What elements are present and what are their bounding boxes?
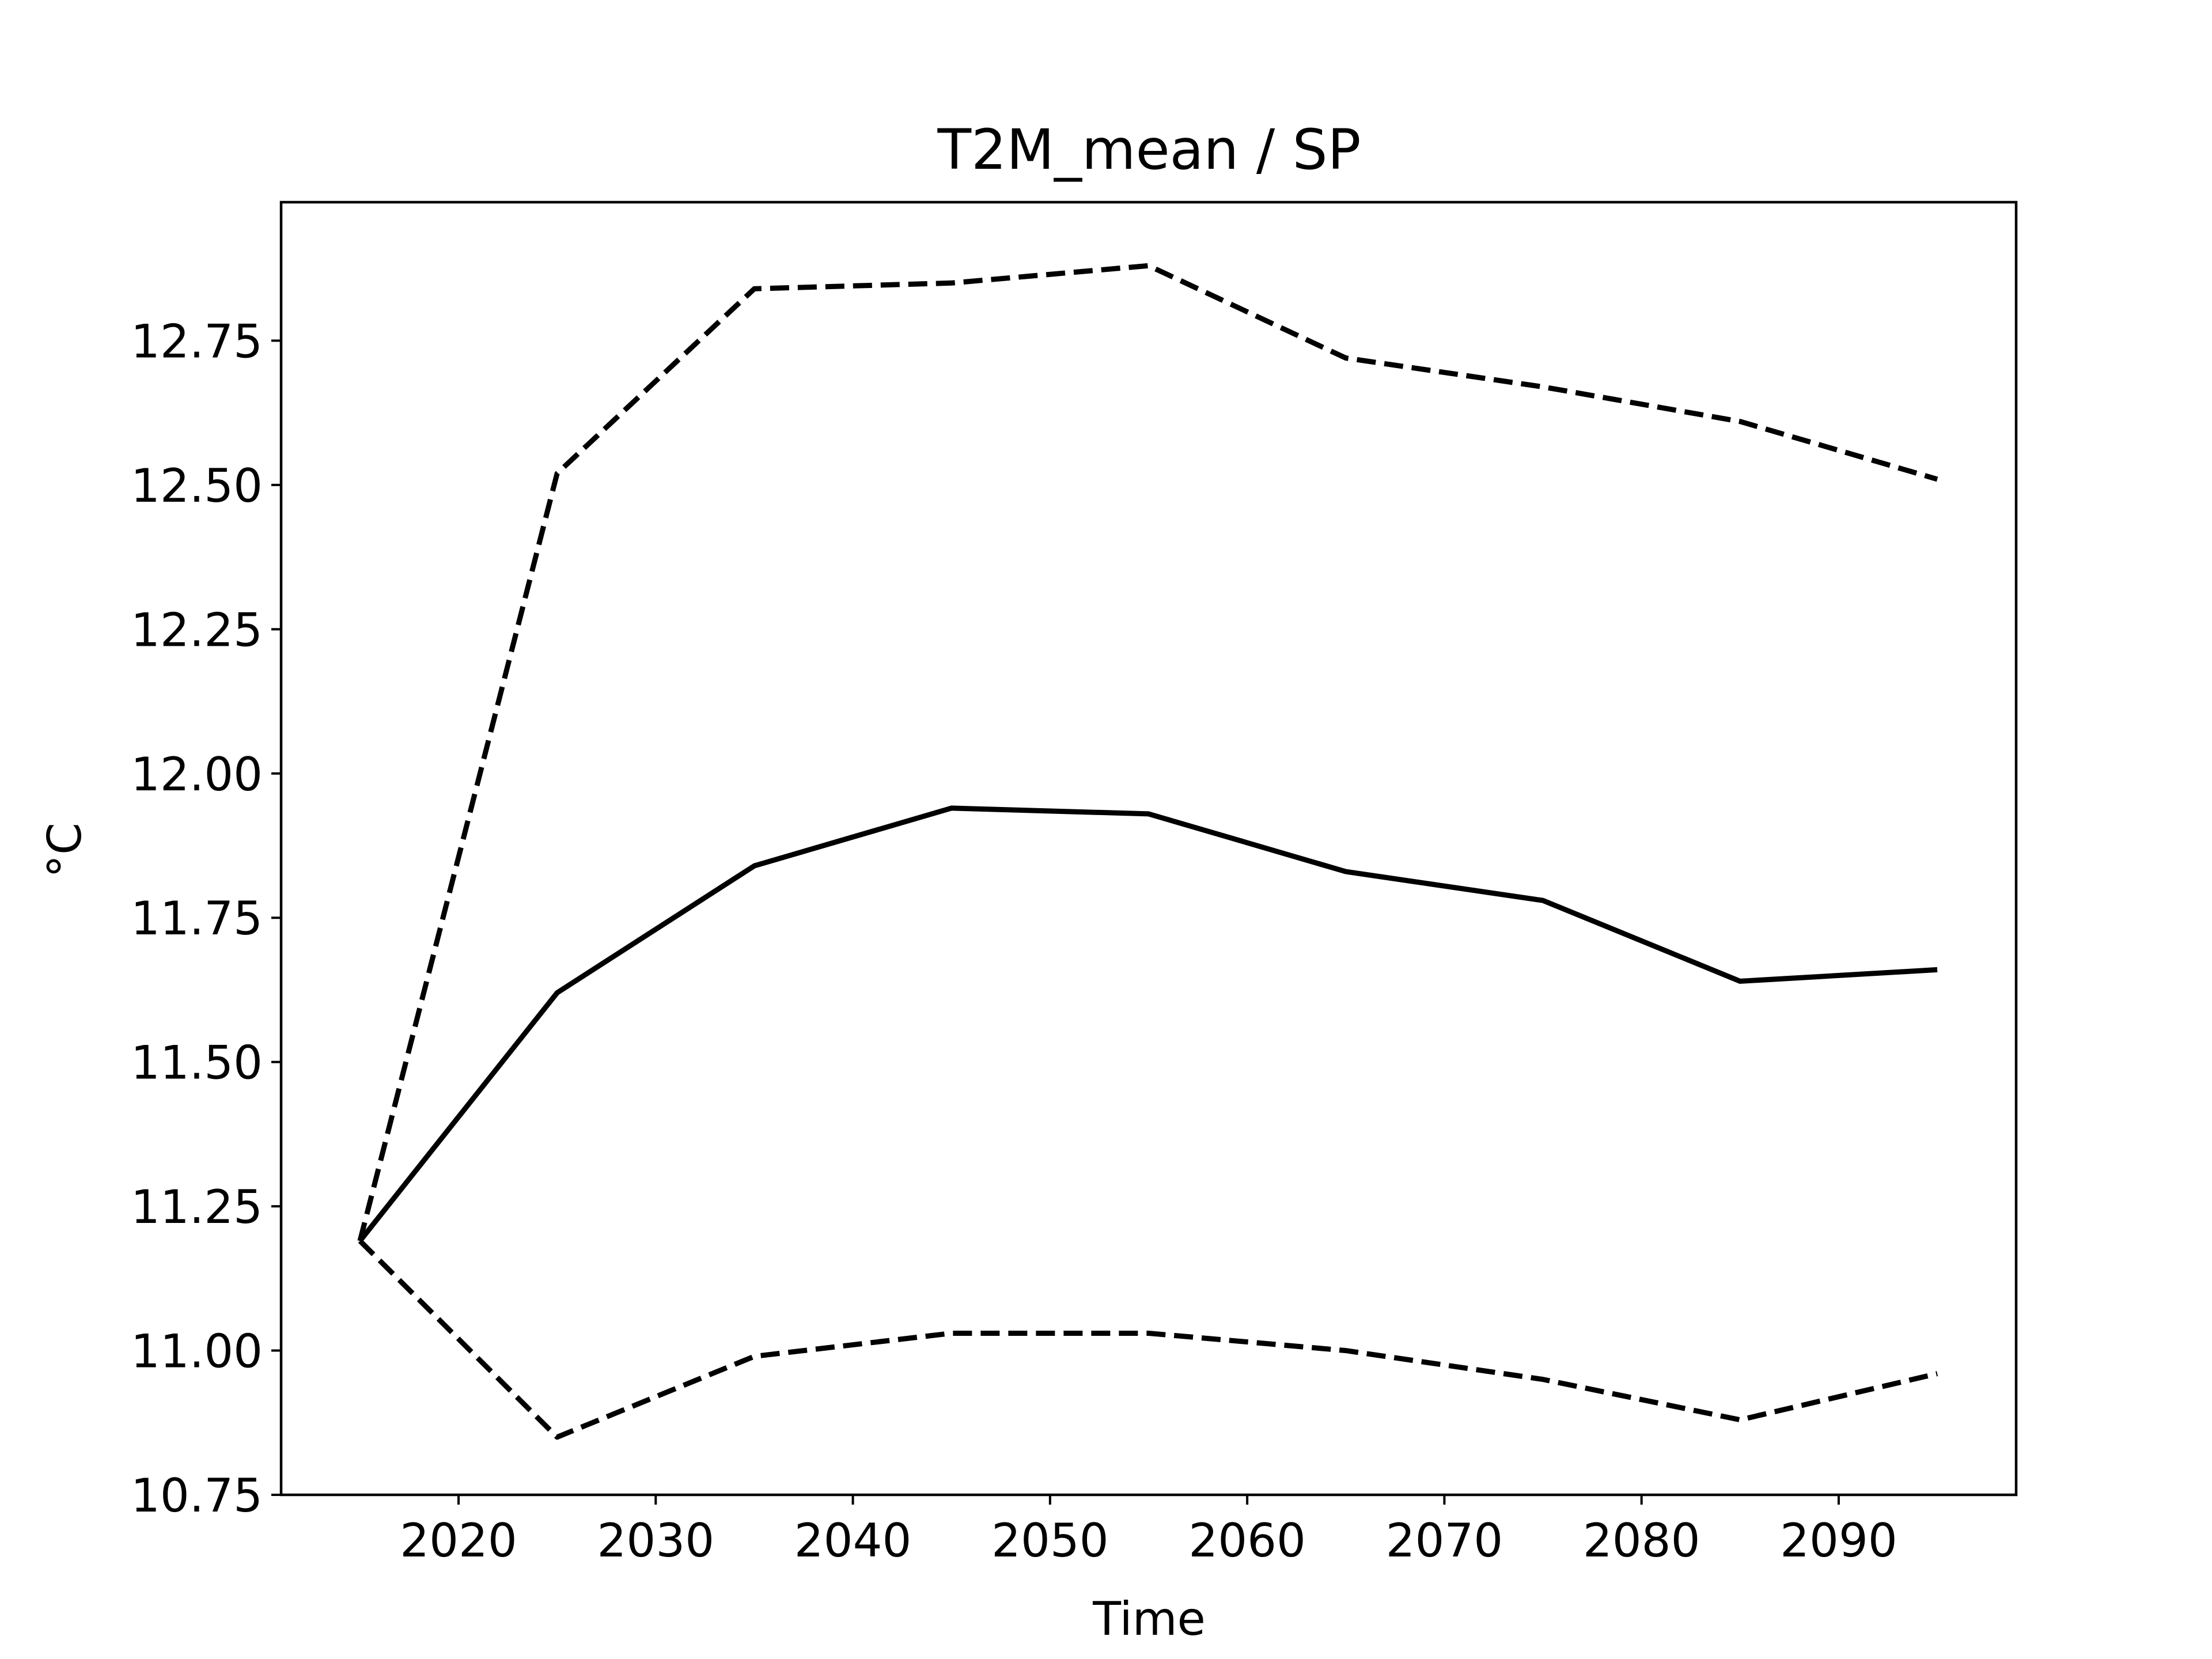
series-line-1: [358, 805, 1938, 1243]
x-tick-label: 2060: [1188, 1514, 1306, 1567]
x-tick-label: 2090: [1780, 1514, 1897, 1567]
x-tick-label: 2070: [1386, 1514, 1503, 1567]
y-tick-label: 12.50: [131, 459, 263, 513]
y-tick-label: 12.75: [131, 315, 263, 368]
x-tick-label: 2020: [400, 1514, 517, 1567]
y-tick-label: 12.25: [131, 603, 263, 657]
y-tick-label: 11.50: [131, 1036, 263, 1090]
series-layer: [357, 263, 1938, 1440]
y-tick-label: 11.75: [131, 892, 263, 945]
y-tick-label: 11.25: [131, 1180, 263, 1234]
plot-area-frame: [279, 200, 2018, 1497]
chart-title: T2M_mean / SP: [937, 118, 1361, 182]
x-tick-label: 2080: [1583, 1514, 1700, 1567]
y-tick-label: 11.00: [131, 1325, 263, 1378]
y-tick-label: 12.00: [131, 748, 263, 801]
y-tick-label: 10.75: [131, 1469, 263, 1522]
x-tick-label: 2040: [794, 1514, 912, 1567]
y-axis-label: °C: [38, 823, 92, 878]
y-axis: 10.75 11.00 11.25 11.50 11.75 12.00 12.25 12.50…: [131, 315, 281, 1522]
series-line-0: [357, 263, 1938, 1242]
x-tick-label: 2050: [991, 1514, 1109, 1567]
x-tick-label: 2030: [597, 1514, 715, 1567]
x-axis-label: Time: [1092, 1592, 1206, 1646]
series-line-2: [358, 1239, 1938, 1440]
x-axis: 2020 2030 2040 2050 2060 2070 2080 2090: [400, 1495, 1897, 1567]
